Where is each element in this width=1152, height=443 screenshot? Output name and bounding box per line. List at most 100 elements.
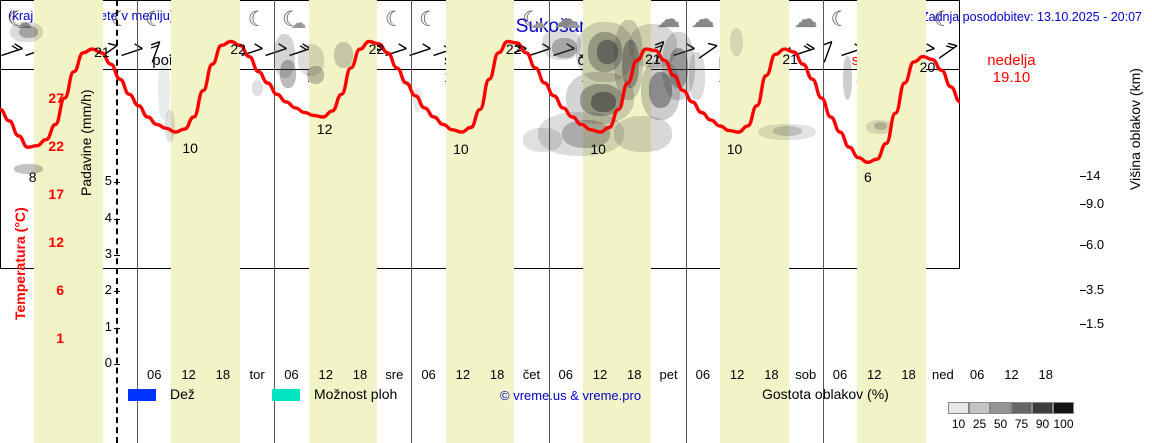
y-tick-left: 4 [104,209,112,225]
y-tick-right: 14 [1086,168,1101,183]
day-separator [822,0,824,443]
x-tick: 06 [558,367,573,382]
x-tick: 06 [284,367,299,382]
cloud-density-blob [591,92,617,112]
y-tick-mark-left [114,218,120,220]
cloud-density-blob [842,56,853,100]
current-time-marker [115,0,118,443]
x-tick: 12 [867,367,882,382]
x-tick: tor [249,367,265,382]
day-name: nedelja [987,52,1036,69]
legend-swatch-rain [128,389,156,401]
cloud-overlay-icon: ☁ [290,15,307,32]
y-tick-right: 1.5 [1086,316,1105,331]
cloud-density-blob [307,66,325,84]
legend-label-cloud-density: Gostota oblakov (%) [762,386,889,402]
wind-barb [822,41,833,63]
axis-title-precipitation: Padavine (mm/h) [78,89,94,196]
legend-swatch-shower [272,389,300,401]
cloud-icon: ☁ [793,6,818,33]
moon-cloud-icon: ☾ [7,8,27,31]
y-tick-right: 6.0 [1086,237,1105,252]
moon-icon: ☾ [830,8,850,31]
moon-cloud-icon: ☾ [282,8,301,31]
density-tick: 25 [972,417,987,431]
temperature-value-label: 10 [726,141,743,157]
density-swatch [948,402,969,414]
cloud-density-blob [158,60,170,120]
cloud-density-blob [280,60,296,88]
y-tick-left: 0 [104,355,112,370]
y-tick-mark-left [114,291,120,293]
cloud-density-blob [873,122,888,130]
x-tick: 06 [832,367,848,382]
cloud-density-blob [772,126,802,136]
daylight-band [34,0,103,443]
cloud-overlay-icon: ☁ [16,15,33,32]
temperature-value-label: 22 [230,41,246,57]
y-tick-temperature: 27 [48,90,64,106]
x-tick: 18 [352,367,368,382]
x-tick: 12 [592,367,608,382]
x-tick: 12 [455,367,471,382]
y-tick-right: 3.5 [1086,282,1105,297]
temperature-value-label: 21 [94,44,110,60]
y-tick-mark-left [114,327,120,329]
cloud-density-blob [165,110,175,142]
cloud-density-blob [865,120,893,134]
cloud-overlay-icon: ☁ [564,15,581,32]
x-tick: 18 [901,367,916,382]
forecast-plot: 8 21 10 22 12 22 10 22 10 21 10 21 6 20 [0,0,960,443]
wind-barb [409,43,431,57]
density-tick: 10 [951,417,966,431]
daylight-band [857,0,926,443]
day-separator [274,0,276,443]
y-tick-mark-left [114,182,120,184]
daylight-band [582,0,652,443]
cloud-overlay-icon: ☁ [530,15,547,32]
y-tick-temperature: 6 [56,282,64,298]
daylight-band [720,0,789,443]
axis-title-cloud-height: Višina oblakov (km) [1127,68,1143,190]
temperature-value-label: 10 [182,140,198,156]
wind-barb [1,43,23,57]
day-header-7: nedelja 19.10 [943,52,1080,86]
temperature-value-label: 8 [28,169,37,185]
cloud-icon: ☁ [690,6,715,33]
temperature-value-label: 20 [919,59,936,75]
copyright-link[interactable]: © vreme.us & vreme.pro [500,388,642,403]
cloud-density-blob [297,44,325,76]
y-tick-right: 9.0 [1086,196,1105,211]
temperature-curve [0,39,960,165]
x-tick: sob [795,367,817,382]
temperature-value-label: 10 [453,141,469,157]
density-tick: 90 [1035,417,1050,431]
cloud-density-blob [537,112,624,156]
density-swatch [1011,402,1032,414]
cloud-density-blob [9,22,44,42]
y-tick-temperature: 1 [56,330,64,346]
density-swatch [1053,402,1074,414]
x-tick: ned [931,367,954,382]
cloud-density-blob [542,28,581,60]
temperature-value-label: 21 [782,51,798,67]
temperature-value-label: 22 [368,41,385,57]
density-tick: 100 [1053,417,1074,431]
cloud-density-blob [14,164,44,174]
temperature-value-label: 12 [316,121,333,137]
wind-barb [654,41,665,63]
temperature-value-label: 22 [505,41,522,57]
temperature-value-label: 6 [864,169,872,185]
x-tick: 18 [1038,367,1053,382]
moon-icon: ☾ [419,8,438,31]
x-tick: 18 [764,367,779,382]
moon-cloud-icon: ☾ [522,8,541,31]
cloud-density-blob [648,72,672,108]
daylight-band [445,0,515,443]
daylight-band [171,0,240,443]
cloud-density-blob [552,38,577,58]
moon-icon: ☾ [110,8,130,31]
cloud-icon: ☁ [656,6,681,33]
day-separator [411,0,413,443]
y-tick-left: 2 [104,282,112,298]
